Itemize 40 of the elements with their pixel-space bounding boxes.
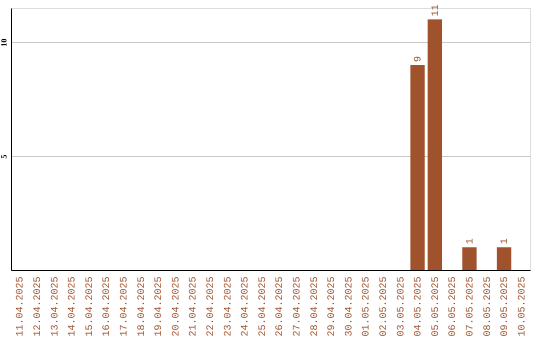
data-label: 1 [465, 238, 476, 244]
x-tick-label: 12.04.2025 [32, 276, 44, 337]
x-tick-label: 11.04.2025 [16, 276, 27, 337]
x-tick-label: 07.05.2025 [465, 276, 476, 337]
x-tick-label: 23.04.2025 [223, 276, 234, 337]
x-tick-label: 21.04.2025 [188, 276, 200, 337]
x-tick-label: 16.04.2025 [102, 276, 114, 337]
bar [410, 64, 425, 270]
x-tick-label: 15.04.2025 [84, 276, 96, 337]
data-label: 11 [430, 4, 442, 16]
bar [462, 247, 477, 270]
x-tick-label: 01.05.2025 [362, 276, 373, 337]
x-tick-label: 26.04.2025 [275, 276, 286, 337]
x-tick-label: 18.04.2025 [136, 276, 148, 337]
y-tick-label: 10 [0, 38, 8, 47]
x-tick-label: 08.05.2025 [482, 276, 494, 337]
x-tick-label: 30.04.2025 [344, 276, 356, 337]
x-tick-label: 17.04.2025 [119, 276, 130, 337]
x-tick-label: 27.04.2025 [292, 276, 304, 337]
bar [428, 19, 442, 270]
x-tick-label: 13.04.2025 [50, 276, 62, 337]
x-tick-label: 02.05.2025 [378, 276, 390, 337]
x-tick-label: 06.05.2025 [448, 276, 460, 337]
x-tick-label: 20.04.2025 [171, 276, 182, 337]
x-tick-label: 25.04.2025 [258, 276, 269, 337]
x-tick-label: 05.05.2025 [430, 276, 442, 337]
x-tick-label: 22.04.2025 [206, 276, 217, 337]
bar [496, 247, 512, 270]
x-tick-label: 14.04.2025 [68, 276, 79, 337]
x-tick-label: 09.05.2025 [500, 276, 512, 337]
x-tick-label: 24.04.2025 [240, 276, 252, 337]
data-label: 1 [500, 238, 512, 244]
x-tick-label: 19.04.2025 [154, 276, 166, 337]
x-tick-label: 10.05.2025 [517, 276, 528, 337]
x-tick-label: 28.04.2025 [310, 276, 321, 337]
y-tick-label: 5 [0, 154, 8, 159]
x-tick-label: 03.05.2025 [396, 276, 408, 337]
data-label: 9 [414, 56, 425, 62]
x-tick-label: 04.05.2025 [414, 276, 425, 337]
x-tick-label: 29.04.2025 [327, 276, 338, 337]
